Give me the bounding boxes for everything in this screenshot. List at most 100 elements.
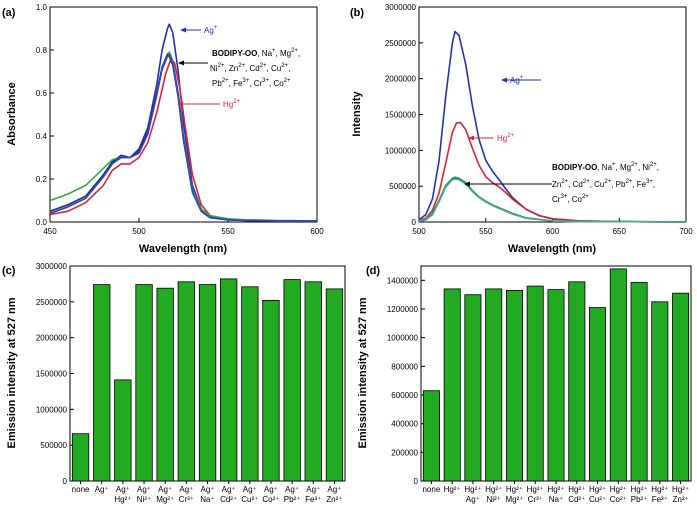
panel-c-bar <box>219 278 238 482</box>
panel-d-category-label-second: Ag⁺ <box>466 495 480 504</box>
panel-d-category-label-second: Ni²⁺ <box>486 495 500 504</box>
panel-b-others-line3: Cr3+, Co2+ <box>552 194 589 204</box>
panel-c-category-label: Ag⁺ <box>158 485 172 494</box>
panel-c-bar <box>283 279 301 482</box>
panel-d-bar <box>505 289 523 482</box>
panel-c-label: (c) <box>2 265 16 277</box>
panel-d-category-label: Hg²⁺ <box>444 485 461 494</box>
panel-c-category-label-second: Fe³⁺ <box>305 495 321 504</box>
panel-a-y-tick-label: 0.4 <box>36 132 48 141</box>
panel-b-series <box>418 30 687 223</box>
panel-b-y-tick-label: 2000000 <box>385 75 417 84</box>
panel-b-y-tick-label: 2500000 <box>385 39 417 48</box>
panel-b-others-line2: Zn2+, Cd2+, Cu2+, Pb2+, Fe3+, <box>552 179 655 189</box>
panel-d-bar <box>589 307 607 482</box>
panel-b-y-tick-label: 1000000 <box>385 146 417 155</box>
panel-a-hg-arrowhead-icon <box>177 101 183 107</box>
panel-b-ag-arrowhead-icon <box>501 77 507 83</box>
panel-c-bar <box>93 284 111 482</box>
panel-d-y-tick-label: 1000000 <box>387 334 419 343</box>
panel-d-label: (d) <box>366 265 380 277</box>
panel-d-y-tick-label: 0 <box>414 477 419 486</box>
panel-c-y-tick-label: 1500000 <box>36 370 68 379</box>
panel-a-others-arrowhead-icon <box>178 60 184 66</box>
panel-b-hg-arrowhead-icon <box>468 135 474 141</box>
panel-d-bar <box>672 292 690 482</box>
panel-d-category-label: Hg²⁺ <box>672 485 689 494</box>
panel-c-category-label-second: Mg²⁺ <box>156 495 174 504</box>
panel-c-bar <box>262 299 280 482</box>
panel-d-bar <box>464 294 482 482</box>
panel-c-category-label-second: Ni²⁺ <box>137 495 151 504</box>
panel-b-y-tick-label: 1500000 <box>385 111 417 120</box>
panel-b-series-line-ag <box>418 30 687 223</box>
panel-d-category-label-second: Cu²⁺ <box>589 495 606 504</box>
panel-a-y-tick-label: 0.2 <box>36 175 48 184</box>
panel-c-category-label-second: Cd²⁺ <box>220 495 237 504</box>
panel-b-y-axis-title: Intensity <box>351 91 363 137</box>
panel-d-category-label-second: Cr³⁺ <box>528 495 543 504</box>
panel-c-category-label-second: Na⁺ <box>200 495 214 504</box>
panel-c-y-tick-label: 1000000 <box>36 405 68 414</box>
panel-a-hg-label: Hg2+ <box>223 99 241 109</box>
panel-d-category-labels: none Hg²⁺ Hg²⁺Ag⁺Hg²⁺Ni²⁺Hg²⁺Mg²⁺Hg²⁺Cr³⁺H… <box>422 481 689 504</box>
panel-c-category-label: Ag⁺ <box>327 485 341 494</box>
panel-d-y-tick-label: 400000 <box>391 420 418 429</box>
panel-d-bar <box>547 289 565 482</box>
panel-d-category-label: Hg²⁺ <box>506 485 523 494</box>
panel-d-bar <box>568 281 586 482</box>
panel-d-category-label-second: Fe³⁺ <box>652 495 668 504</box>
panel-a-x-axis-title: Wavelength (nm) <box>139 243 228 255</box>
panel-c-bars <box>71 278 344 482</box>
panel-a-x-tick-label: 500 <box>132 227 146 236</box>
panel-d-bar-chart: (d) 0 200000 400000 600000 800000 1000000 1200… <box>357 265 692 504</box>
panel-c-category-label-second: Cr³⁺ <box>179 495 194 504</box>
panel-b-y-tick-label: 0 <box>412 218 417 227</box>
panel-a-absorbance-chart: (a) 450 500 550 600 0.0 0.2 0.4 0.6 0.8 1.0 Wavel… <box>2 3 324 255</box>
panel-c-ticks: 0 500000 1000000 1500000 2000000 2500000 30000… <box>36 262 74 486</box>
panel-d-y-tick-label: 600000 <box>391 391 418 400</box>
panel-d-bars <box>422 268 690 482</box>
panel-c-category-label-second: Hg²⁺ <box>114 495 131 504</box>
panel-d-y-tick-label: 1400000 <box>387 276 419 285</box>
panel-d-category-label-second: Pb²⁺ <box>631 495 648 504</box>
panel-c-category-label: Ag⁺ <box>222 485 236 494</box>
panel-b-series-line-cyan <box>418 178 687 223</box>
panel-c-bar <box>198 284 217 482</box>
panel-b-x-tick-label: 600 <box>546 227 560 236</box>
panel-b-y-tick-label: 500000 <box>389 182 416 191</box>
panel-c-y-axis-title: Emission intensity at 527 nm <box>6 297 18 448</box>
panel-b-frame <box>418 6 687 223</box>
panel-d-category-label-second: Na⁺ <box>549 495 563 504</box>
panel-c-category-label: Ag⁺ <box>285 485 299 494</box>
panel-d-category-label-second: Mg²⁺ <box>505 495 523 504</box>
panel-d-bar <box>609 268 627 482</box>
panel-d-bar <box>485 288 503 482</box>
panel-c-bar <box>325 288 344 482</box>
panel-c-y-tick-label: 0 <box>63 477 68 486</box>
panel-d-category-label-second: Cd²⁺ <box>568 495 585 504</box>
panel-c-bar <box>114 379 132 482</box>
panel-d-category-label-second: Co²⁺ <box>610 495 627 504</box>
panel-c-bar <box>177 281 196 482</box>
panel-d-category-label: none <box>422 485 440 494</box>
panel-c-category-labels: none Ag⁺ Ag⁺Hg²⁺Ag⁺Ni²⁺Ag⁺Mg²⁺Ag⁺Cr³⁺Ag⁺Na… <box>72 481 343 504</box>
panel-a-y-tick-label: 0.0 <box>36 218 48 227</box>
panel-a-y-tick-label: 1.0 <box>36 3 48 12</box>
panel-d-ticks: 0 200000 400000 600000 800000 1000000 1200000 1… <box>387 276 425 486</box>
panel-c-category-label: none <box>72 485 90 494</box>
panel-c-category-label-second: Cu²⁺ <box>241 495 258 504</box>
panel-b-hg-label: Hg2+ <box>497 133 515 143</box>
panel-c-bar <box>71 433 90 482</box>
panel-d-y-axis-title: Emission intensity at 527 nm <box>357 297 369 448</box>
panel-c-category-label-second: Zn²⁺ <box>326 495 342 504</box>
panel-a-ag-arrowhead-icon <box>180 27 186 33</box>
panel-a-y-tick-label: 0.6 <box>36 89 48 98</box>
panel-d-y-tick-label: 1200000 <box>387 305 419 314</box>
panel-d-category-label: Hg²⁺ <box>547 485 564 494</box>
panel-c-category-label: Ag⁺ <box>264 485 278 494</box>
panel-b-intensity-chart: (b) 500 550 600 650 700 0 500000 1000000 1500000… <box>350 3 693 255</box>
panel-a-others-line3: Pb2+, Fe3+, Cr3+, Co2+ <box>212 78 291 88</box>
panel-d-category-label: Hg²⁺ <box>527 485 544 494</box>
panel-a-series-line-blue2 <box>49 53 318 222</box>
